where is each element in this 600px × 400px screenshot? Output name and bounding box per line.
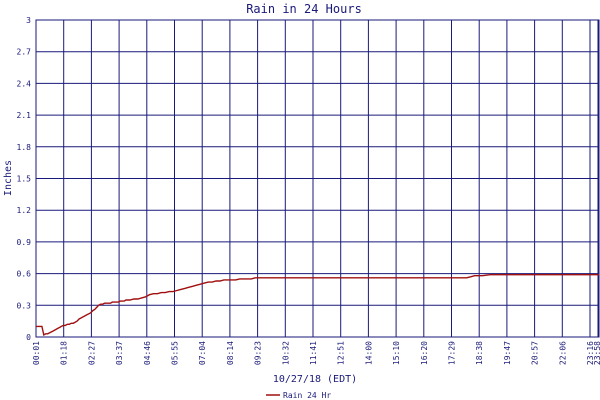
x-tick-label: 01:18	[60, 341, 69, 365]
y-tick-labels: 0 0.3 0.6 0.9 1.2 1.5 1.8 2.1 2.4 2.7 3	[17, 16, 32, 342]
series-layer	[36, 274, 599, 336]
y-tick-label: 0.9	[17, 238, 32, 247]
chart-title: Rain in 24 Hours	[246, 2, 362, 16]
x-tick-label: 19:47	[503, 341, 512, 365]
x-tick-label: 18:38	[475, 341, 484, 365]
x-tick-label: 11:41	[309, 341, 318, 365]
legend-label: Rain 24 Hr	[283, 391, 331, 400]
x-tick-label: 10:32	[281, 341, 290, 365]
x-tick-labels: 00:01 01:18 02:27 03:37 04:46 05:55 07:04 08:14…	[32, 341, 600, 365]
y-tick-label: 2.1	[17, 111, 32, 120]
x-tick-label: 23:58	[593, 341, 600, 365]
y-tick-label: 1.2	[17, 206, 32, 215]
grid-layer	[35, 19, 600, 338]
y-tick-label: 1.8	[17, 143, 32, 152]
x-tick-label: 08:14	[226, 341, 235, 365]
x-tick-label: 23:16	[586, 341, 595, 365]
y-axis-label: Inches	[3, 160, 14, 196]
y-tick-label: 2.7	[17, 48, 32, 57]
y-tick-label: 0	[26, 333, 31, 342]
y-tick-label: 1.5	[17, 175, 32, 184]
x-tick-label: 15:10	[392, 341, 401, 365]
x-tick-label: 14:00	[364, 341, 373, 365]
x-tick-label: 09:23	[254, 341, 263, 365]
y-tick-label: 3	[26, 16, 31, 25]
x-tick-label: 22:06	[558, 341, 567, 365]
x-tick-label: 00:01	[32, 341, 41, 365]
x-tick-label: 02:27	[87, 341, 96, 365]
x-axis-label: 10/27/18 (EDT)	[273, 374, 357, 385]
x-tick-label: 20:57	[531, 341, 540, 365]
x-tick-label: 07:04	[198, 341, 207, 365]
x-tick-label: 05:55	[171, 341, 180, 365]
y-tick-label: 0.6	[17, 270, 32, 279]
x-tick-label: 16:20	[420, 341, 429, 365]
legend: Rain 24 Hr	[266, 391, 331, 400]
x-tick-label: 12:51	[337, 341, 346, 365]
series-line-rain-24-hr	[36, 274, 599, 336]
y-tick-label: 0.3	[17, 301, 32, 310]
x-tick-label: 04:46	[143, 341, 152, 365]
x-tick-label: 03:37	[115, 341, 124, 365]
y-tick-label: 2.4	[17, 79, 32, 88]
x-tick-label: 17:29	[448, 341, 457, 365]
